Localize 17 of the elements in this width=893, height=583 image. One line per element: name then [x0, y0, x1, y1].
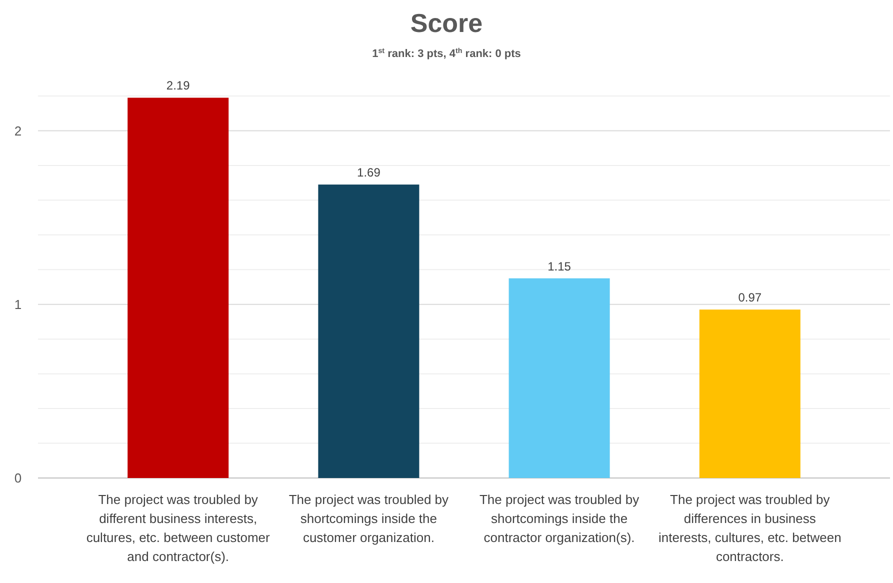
- y-tick-label: 1: [14, 296, 22, 312]
- y-tick-label: 0: [14, 470, 22, 486]
- chart-title: Score: [410, 8, 483, 38]
- data-label: 1.15: [548, 259, 572, 274]
- data-label: 0.97: [738, 290, 762, 305]
- x-tick-label: The project was troubled by different business interests, cultures, etc. between customer and contractor(s).: [86, 492, 271, 564]
- bar: [699, 310, 800, 478]
- bar: [318, 184, 420, 478]
- bar: [128, 98, 229, 478]
- data-label: 1.69: [357, 166, 381, 180]
- x-tick-label: The project was troubled by shortcomings inside the customer organization.: [288, 492, 450, 545]
- data-label: 2.19: [166, 78, 190, 93]
- bar: [508, 278, 610, 478]
- x-tick-label: The project was troubled by shortcomings inside the contractor organization(s).: [479, 492, 640, 545]
- y-tick-label: 2: [14, 123, 22, 138]
- chart-subtitle: 1$^{st}$ rank: 3 pts, 4$^{th}$ rank: 0 pts: [372, 47, 521, 60]
- x-tick-label: The project was troubled by differences in business interests, cultures, etc. between contractors.: [658, 492, 842, 564]
